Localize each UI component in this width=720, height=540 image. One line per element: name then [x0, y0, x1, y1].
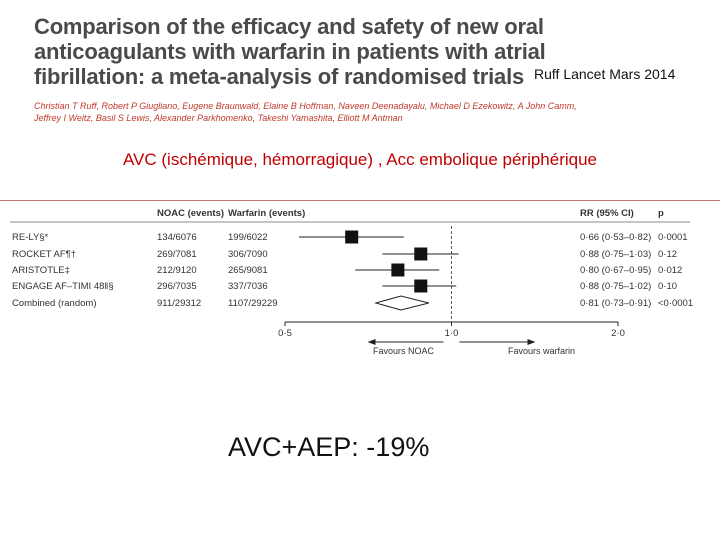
x-axis-tick-label: 0·5	[278, 328, 292, 339]
combined-noac-events: 911/29312	[157, 298, 201, 309]
combined-estimate-diamond	[374, 295, 429, 311]
study-name: RE-LY§*	[12, 232, 49, 243]
column-header-p: p	[658, 208, 664, 219]
study-estimate-square	[414, 247, 428, 261]
combined-name: Combined (random)	[12, 298, 96, 309]
study-rr-ci: 0·80 (0·67–0·95)	[580, 265, 651, 276]
paper-title: Comparison of the efficacy and safety of…	[34, 14, 546, 89]
title-line: anticoagulants with warfarin in patients…	[34, 39, 546, 64]
author-line: Christian T Ruff, Robert P Giugliano, Eu…	[34, 101, 577, 111]
x-axis-tick-label: 2·0	[611, 328, 625, 339]
study-estimate-square	[414, 279, 428, 293]
study-estimate-square	[345, 230, 359, 244]
study-noac-events: 269/7081	[157, 249, 197, 260]
column-header-warfarin: Warfarin (events)	[228, 208, 305, 219]
author-line: Jeffrey I Weitz, Basil S Lewis, Alexande…	[34, 113, 403, 123]
study-estimate-square	[391, 263, 405, 277]
study-rr-ci: 0·66 (0·53–0·82)	[580, 232, 651, 243]
study-noac-events: 212/9120	[157, 265, 197, 276]
combined-warfarin-events: 1107/29229	[228, 298, 278, 309]
slide-subtitle: AVC (ischémique, hémorragique) , Acc emb…	[122, 150, 598, 169]
study-rr-ci: 0·88 (0·75–1·03)	[580, 249, 651, 260]
study-noac-events: 134/6076	[157, 232, 197, 243]
study-name: ENGAGE AF–TIMI 48‖§	[12, 281, 114, 292]
study-p-value: 0·012	[658, 265, 682, 276]
favours-warfarin-label: Favours warfarin	[508, 346, 575, 356]
study-name: ROCKET AF¶†	[12, 249, 76, 260]
study-name: ARISTOTLE‡	[12, 265, 70, 276]
favours-warfarin-arrowhead	[527, 339, 536, 345]
study-warfarin-events: 306/7090	[228, 249, 268, 260]
combined-p-value: <0·0001	[658, 298, 693, 309]
column-header-noac: NOAC (events)	[157, 208, 224, 219]
study-noac-events: 296/7035	[157, 281, 197, 292]
title-line: Comparison of the efficacy and safety of…	[34, 14, 544, 39]
study-warfarin-events: 337/7036	[228, 281, 268, 292]
column-header-rr: RR (95% CI)	[580, 208, 634, 219]
study-warfarin-events: 265/9081	[228, 265, 268, 276]
result-summary: AVC+AEP: -19%	[228, 432, 430, 462]
title-line: fibrillation: a meta-analysis of randomi…	[34, 64, 525, 89]
study-rr-ci: 0·88 (0·75–1·02)	[580, 281, 651, 292]
combined-rr-ci: 0·81 (0·73–0·91)	[580, 298, 651, 309]
study-p-value: 0·0001	[658, 232, 688, 243]
x-axis-tick-label: 1·0	[445, 328, 459, 339]
favours-noac-label: Favours NOAC	[373, 346, 435, 356]
study-warfarin-events: 199/6022	[228, 232, 268, 243]
author-list: Christian T Ruff, Robert P Giugliano, Eu…	[34, 100, 577, 124]
forest-plot: NOAC (events) Warfarin (events) RR (95% CI…	[10, 208, 693, 356]
favours-noac-arrowhead	[367, 339, 376, 345]
reference-citation: Ruff Lancet Mars 2014	[534, 66, 676, 82]
study-p-value: 0·12	[658, 249, 677, 260]
divider-line	[0, 200, 720, 201]
study-p-value: 0·10	[658, 281, 677, 292]
